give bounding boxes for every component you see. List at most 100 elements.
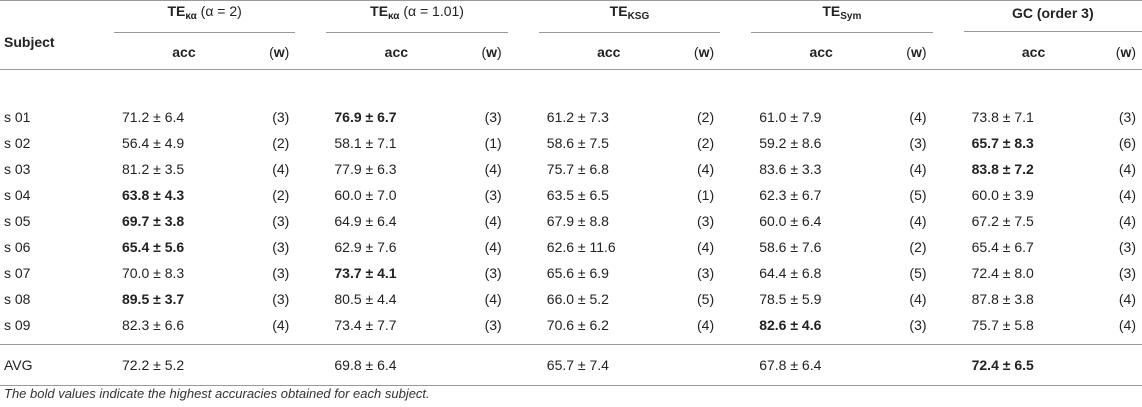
acc-cell: 75.7 ± 5.8 — [971, 317, 1034, 333]
w-cell: (4) — [909, 109, 927, 125]
avg-value: 72.4 ± 6.5 — [963, 344, 1104, 386]
w-cell: (1) — [697, 187, 715, 203]
w-cell: (4) — [1118, 187, 1136, 203]
w-header: (w) — [481, 44, 502, 60]
acc-cell: 76.9 ± 6.7 — [334, 109, 397, 125]
acc-cell: 58.6 ± 7.5 — [546, 135, 609, 151]
acc-cell: 60.0 ± 6.4 — [759, 213, 822, 229]
acc-cell: 64.4 ± 6.8 — [759, 265, 822, 281]
w-cell: (4) — [1118, 161, 1136, 177]
footnote: The bold values indicate the highest acc… — [4, 386, 430, 401]
w-cell: (3) — [272, 291, 290, 307]
acc-cell: 64.9 ± 6.4 — [334, 213, 397, 229]
group-header: TEκα (α = 2) — [113, 0, 296, 35]
w-cell: (4) — [272, 317, 290, 333]
acc-cell: 60.0 ± 3.9 — [971, 187, 1034, 203]
subject-cell: s 05 — [4, 213, 31, 229]
w-cell: (4) — [484, 291, 502, 307]
w-cell: (4) — [1118, 213, 1136, 229]
avg-row: AVG 72.2 ± 5.2 69.8 ± 6.4 65.7 ± 7.4 67.… — [0, 344, 1142, 386]
w-cell: (3) — [909, 317, 927, 333]
avg-value: 67.8 ± 6.4 — [751, 344, 892, 386]
w-cell: (2) — [697, 109, 715, 125]
w-cell: (4) — [1118, 317, 1136, 333]
acc-cell: 65.6 ± 6.9 — [546, 265, 609, 281]
w-cell: (3) — [272, 239, 290, 255]
subject-cell: s 03 — [4, 161, 31, 177]
acc-cell: 58.6 ± 7.6 — [759, 239, 822, 255]
acc-cell: 70.6 ± 6.2 — [546, 317, 609, 333]
acc-cell: 83.6 ± 3.3 — [759, 161, 822, 177]
acc-cell: 89.5 ± 3.7 — [121, 291, 185, 307]
acc-cell: 65.4 ± 5.6 — [121, 239, 185, 255]
w-header: (w) — [906, 44, 927, 60]
w-cell: (4) — [697, 317, 715, 333]
acc-cell: 61.0 ± 7.9 — [759, 109, 822, 125]
acc-cell: 59.2 ± 8.6 — [759, 135, 822, 151]
group-header: TEKSG — [538, 0, 721, 35]
acc-header: acc — [597, 44, 621, 60]
acc-cell: 60.0 ± 7.0 — [334, 187, 397, 203]
acc-cell: 62.6 ± 11.6 — [546, 239, 616, 255]
w-cell: (3) — [1118, 109, 1136, 125]
table-row: s 02 56.4 ± 4.9 (2) 58.1 ± 7.1 (1) 58.6 ± 7.5… — [0, 130, 1142, 156]
w-cell: (2) — [697, 135, 715, 151]
w-cell: (4) — [909, 291, 927, 307]
acc-cell: 80.5 ± 4.4 — [334, 291, 397, 307]
table-row: s 08 89.5 ± 3.7 (3) 80.5 ± 4.4 (4) 66.0 ± 5.2… — [0, 286, 1142, 312]
acc-cell: 82.3 ± 6.6 — [121, 317, 185, 333]
table-row: s 01 71.2 ± 6.4 (3) 76.9 ± 6.7 (3) 61.2 ± 7.3… — [0, 104, 1142, 130]
subject-cell: s 08 — [4, 291, 31, 307]
w-cell: (2) — [272, 187, 290, 203]
w-cell: (4) — [909, 161, 927, 177]
acc-cell: 65.7 ± 8.3 — [971, 135, 1034, 151]
acc-cell: 65.4 ± 6.7 — [971, 239, 1034, 255]
acc-cell: 83.8 ± 7.2 — [971, 161, 1034, 177]
acc-cell: 78.5 ± 5.9 — [759, 291, 822, 307]
w-cell: (3) — [484, 187, 502, 203]
table-body: s 01 71.2 ± 6.4 (3) 76.9 ± 6.7 (3) 61.2 ± 7.3… — [0, 69, 1142, 345]
w-header: (w) — [1115, 44, 1136, 60]
table-row: s 09 82.3 ± 6.6 (4) 73.4 ± 7.7 (3) 70.6 ± 6.2… — [0, 312, 1142, 338]
header-row-groups: Subject TEκα (α = 2) TEκα (α = 1.01) TEK… — [0, 0, 1142, 70]
subject-cell: s 06 — [4, 239, 31, 255]
w-header: (w) — [269, 44, 290, 60]
subject-cell: s 04 — [4, 187, 31, 203]
acc-cell: 62.9 ± 7.6 — [334, 239, 397, 255]
accuracy-table: Subject TEκα (α = 2) TEκα (α = 1.01) TEK… — [0, 0, 1142, 386]
acc-cell: 63.8 ± 4.3 — [121, 187, 185, 203]
acc-cell: 67.9 ± 8.8 — [546, 213, 609, 229]
acc-header: acc — [384, 44, 409, 60]
acc-header: acc — [172, 44, 196, 60]
subject-cell: s 01 — [4, 109, 31, 125]
acc-cell: 63.5 ± 6.5 — [546, 187, 609, 203]
acc-cell: 73.7 ± 4.1 — [334, 265, 397, 281]
w-cell: (3) — [484, 109, 502, 125]
subject-header: Subject — [0, 0, 114, 70]
acc-cell: 62.3 ± 6.7 — [759, 187, 822, 203]
acc-header: acc — [809, 44, 833, 60]
w-cell: (5) — [909, 265, 927, 281]
w-cell: (4) — [484, 161, 502, 177]
w-cell: (2) — [272, 135, 290, 151]
w-cell: (3) — [484, 317, 502, 333]
acc-cell: 71.2 ± 6.4 — [121, 109, 185, 125]
avg-label: AVG — [0, 344, 114, 386]
acc-cell: 61.2 ± 7.3 — [546, 109, 609, 125]
header-row-columns: acc (w) acc (w) acc (w) acc (w) acc (w) — [0, 35, 1142, 70]
acc-cell: 56.4 ± 4.9 — [121, 135, 185, 151]
w-cell: (3) — [484, 265, 502, 281]
w-header: (w) — [693, 44, 715, 60]
w-cell: (4) — [697, 239, 715, 255]
w-cell: (3) — [697, 213, 715, 229]
w-cell: (4) — [272, 161, 290, 177]
group-header: GC (order 3) — [963, 0, 1142, 35]
avg-value: 72.2 ± 5.2 — [113, 344, 254, 386]
w-cell: (4) — [484, 213, 502, 229]
w-cell: (4) — [1118, 291, 1136, 307]
acc-cell: 75.7 ± 6.8 — [546, 161, 609, 177]
acc-cell: 77.9 ± 6.3 — [334, 161, 397, 177]
subject-cell: s 09 — [4, 317, 31, 333]
w-cell: (3) — [272, 213, 290, 229]
acc-cell: 66.0 ± 5.2 — [546, 291, 609, 307]
